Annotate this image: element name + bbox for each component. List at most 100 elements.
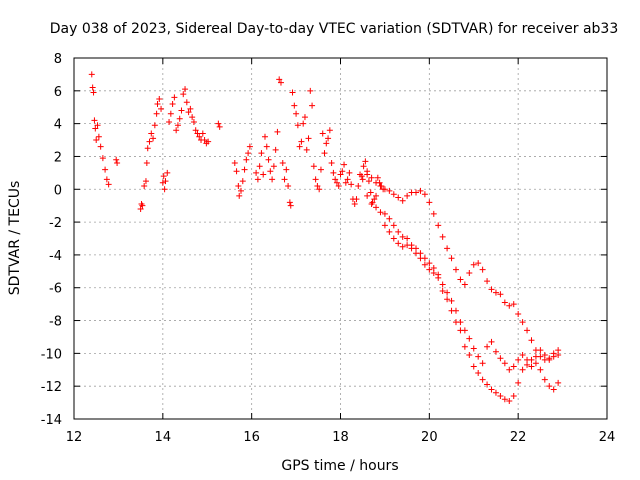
data-point-marker [153,110,160,117]
data-point-marker [519,319,526,326]
data-point-marker [167,110,174,117]
data-point-marker [205,138,212,145]
data-point-marker [475,353,482,360]
data-point-marker [298,138,305,145]
data-point-marker [300,120,307,127]
data-point-marker [196,133,203,140]
data-point-marker [88,71,95,78]
data-point-marker [470,363,477,370]
data-point-marker [497,393,504,400]
data-point-marker [484,381,491,388]
data-point-marker [377,209,384,216]
data-point-marker [141,182,148,189]
data-point-marker [238,187,245,194]
data-point-marker [501,360,508,367]
data-point-marker [199,130,206,137]
data-point-marker [506,397,513,404]
data-point-marker [335,182,342,189]
data-point-marker [515,356,522,363]
data-point-marker [368,174,375,181]
data-point-marker [466,269,473,276]
data-point-marker [492,289,499,296]
data-point-marker [94,122,101,129]
data-point-marker [267,168,274,175]
data-point-marker [368,201,375,208]
data-point-marker [176,115,183,122]
data-point-marker [326,127,333,134]
data-point-marker [510,301,517,308]
data-point-marker [90,89,97,96]
data-point-marker [550,353,557,360]
data-point-marker [148,130,155,137]
data-point-marker [287,202,294,209]
data-point-marker [373,192,380,199]
data-point-marker [289,89,296,96]
data-point-marker [97,143,104,150]
data-point-marker [390,222,397,229]
data-point-marker [461,327,468,334]
data-point-marker [377,182,384,189]
data-point-marker [164,169,171,176]
data-point-marker [285,182,292,189]
data-point-marker [439,233,446,240]
data-point-marker [92,125,99,132]
data-point-marker [399,197,406,204]
data-point-marker [342,179,349,186]
data-point-marker [171,94,178,101]
data-point-marker [501,396,508,403]
data-point-marker [102,166,109,173]
data-point-marker [348,181,355,188]
y-tick-label: -14 [41,413,62,428]
data-point-marker [532,360,539,367]
data-point-marker [381,186,388,193]
data-point-marker [310,163,317,170]
data-point-marker [158,105,165,112]
data-point-marker [435,271,442,278]
data-point-marker [488,338,495,345]
data-point-marker [470,261,477,268]
data-point-marker [426,199,433,206]
data-point-marker [541,356,548,363]
data-point-marker [492,389,499,396]
data-point-marker [114,160,121,167]
x-tick-label: 22 [510,430,527,445]
x-tick-label: 14 [155,430,172,445]
data-point-marker [524,327,531,334]
data-point-marker [358,173,365,180]
data-point-marker [374,174,381,181]
data-point-marker [492,348,499,355]
y-tick-label: -2 [49,216,62,231]
data-point-marker [532,347,539,354]
data-point-marker [323,140,330,147]
data-point-marker [180,91,187,98]
data-point-marker [390,235,397,242]
data-point-marker [293,110,300,117]
data-point-marker [546,383,553,390]
data-point-marker [321,150,328,157]
data-point-marker [448,297,455,304]
data-point-marker [319,130,326,137]
x-tick-label: 20 [421,430,438,445]
y-tick-label: -4 [49,249,62,264]
data-point-marker [475,260,482,267]
data-point-marker [236,192,243,199]
data-point-marker [362,158,369,165]
data-point-marker [190,118,197,125]
data-point-marker [276,76,283,83]
y-tick-label: 0 [54,183,62,198]
data-point-marker [484,278,491,285]
data-point-marker [166,118,173,125]
data-point-marker [296,143,303,150]
x-tick-label: 16 [243,430,260,445]
data-point-marker [546,355,553,362]
data-point-marker [515,310,522,317]
data-point-marker [194,130,201,137]
data-point-marker [408,242,415,249]
data-point-marker [479,360,486,367]
data-point-marker [395,194,402,201]
data-point-marker [246,143,253,150]
data-point-marker [314,182,321,189]
data-point-marker [89,84,96,91]
data-point-marker [301,114,308,121]
data-point-marker [272,146,279,153]
